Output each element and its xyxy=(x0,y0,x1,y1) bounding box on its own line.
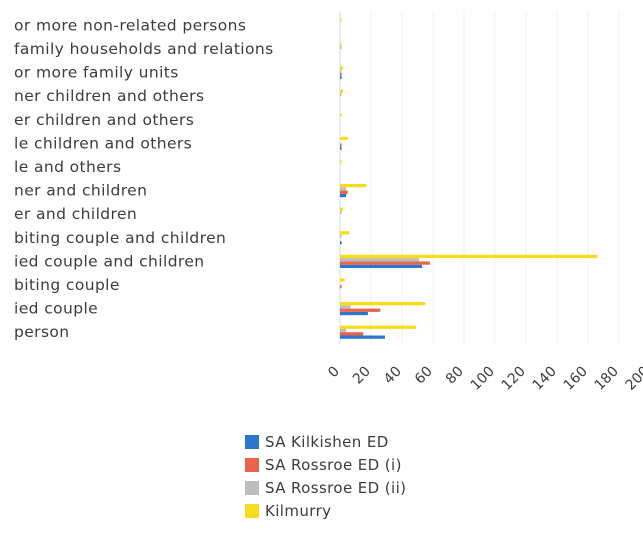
x-tick-label-100: 100 xyxy=(468,364,498,394)
bar-0-11 xyxy=(340,75,342,80)
category-label-3: ied couple and children xyxy=(14,252,205,270)
category-label-12: family households and relations xyxy=(14,40,274,58)
bar-2-12 xyxy=(340,45,342,49)
bar-3-13 xyxy=(340,18,342,23)
bar-2-11 xyxy=(340,69,342,73)
category-label-13: or more non-related persons xyxy=(14,16,246,34)
category-label-10: ner children and others xyxy=(14,87,204,105)
bar-3-2 xyxy=(340,278,345,282)
legend-label-1: SA Rossroe ED (i) xyxy=(265,455,402,474)
legend: SA Kilkishen ED SA Rossroe ED (i) SA Rossr… xyxy=(245,430,406,522)
legend-label-3: Kilmurry xyxy=(265,501,332,520)
category-label-7: le and others xyxy=(14,158,121,176)
x-tick-label-0: 0 xyxy=(325,364,343,382)
category-label-9: er children and others xyxy=(14,111,194,129)
x-axis-ticks: 0 20 40 60 80 100 120 140 160 180 200 xyxy=(325,364,643,394)
legend-item-1: SA Rossroe ED (i) xyxy=(245,453,406,476)
bar-1-1 xyxy=(340,308,381,312)
category-label-2: biting couple xyxy=(14,276,120,294)
x-tick-label-80: 80 xyxy=(443,364,467,388)
bar-3-12 xyxy=(340,42,342,46)
bar-1-2 xyxy=(340,285,342,289)
category-label-6: ner and children xyxy=(14,182,147,200)
category-label-5: er and children xyxy=(14,205,137,223)
category-label-1: ied couple xyxy=(14,300,98,318)
bar-1-8 xyxy=(340,143,342,147)
legend-item-2: SA Rossroe ED (ii) xyxy=(245,476,406,499)
bar-2-0 xyxy=(340,328,347,333)
gridlines xyxy=(339,12,620,344)
bar-3-4 xyxy=(340,231,350,235)
bar-3-11 xyxy=(340,66,344,70)
legend-swatch-2 xyxy=(245,480,259,495)
bar-3-1 xyxy=(340,302,426,306)
bar-3-9 xyxy=(340,113,342,117)
x-tick-label-200: 200 xyxy=(623,364,643,394)
bar-0-8 xyxy=(340,146,342,150)
x-tick-label-40: 40 xyxy=(381,364,405,388)
bar-0-0 xyxy=(340,335,385,339)
bar-3-0 xyxy=(340,325,416,329)
category-labels: person ied couple biting couple ied couple … xyxy=(14,16,274,341)
bar-1-0 xyxy=(340,332,364,336)
bar-0-1 xyxy=(340,311,368,316)
x-tick-label-120: 120 xyxy=(499,364,529,394)
bar-3-6 xyxy=(340,184,367,188)
legend-item-3: Kilmurry xyxy=(245,499,406,522)
bar-2-1 xyxy=(340,305,351,309)
bar-3-5 xyxy=(340,207,344,211)
bar-1-6 xyxy=(340,190,348,194)
legend-swatch-0 xyxy=(245,434,259,449)
legend-label-2: SA Rossroe ED (ii) xyxy=(265,478,407,497)
bar-0-4 xyxy=(340,241,342,245)
x-tick-label-20: 20 xyxy=(350,364,374,388)
bar-2-6 xyxy=(340,187,347,191)
category-label-0: person xyxy=(14,323,70,341)
bar-1-3 xyxy=(340,261,430,265)
bar-2-5 xyxy=(340,210,342,215)
bar-3-3 xyxy=(340,254,598,259)
bar-0-6 xyxy=(340,193,347,198)
x-tick-label-140: 140 xyxy=(530,364,560,394)
x-tick-label-160: 160 xyxy=(561,364,591,394)
bar-1-11 xyxy=(340,72,342,76)
category-label-11: or more family units xyxy=(14,64,179,82)
x-tick-label-180: 180 xyxy=(592,364,622,394)
bar-3-7 xyxy=(340,160,342,164)
bar-2-3 xyxy=(340,258,420,262)
bar-3-10 xyxy=(340,89,344,93)
legend-swatch-3 xyxy=(245,503,259,518)
bar-3-8 xyxy=(340,136,348,141)
legend-swatch-1 xyxy=(245,457,259,472)
legend-label-0: SA Kilkishen ED xyxy=(265,432,389,451)
category-label-8: le children and others xyxy=(14,134,192,152)
bars xyxy=(340,18,598,339)
bar-2-10 xyxy=(340,92,342,97)
category-label-4: biting couple and children xyxy=(14,229,226,247)
x-tick-label-60: 60 xyxy=(412,364,436,388)
legend-item-0: SA Kilkishen ED xyxy=(245,430,406,453)
bar-0-3 xyxy=(340,264,423,268)
bar-2-4 xyxy=(340,234,342,238)
